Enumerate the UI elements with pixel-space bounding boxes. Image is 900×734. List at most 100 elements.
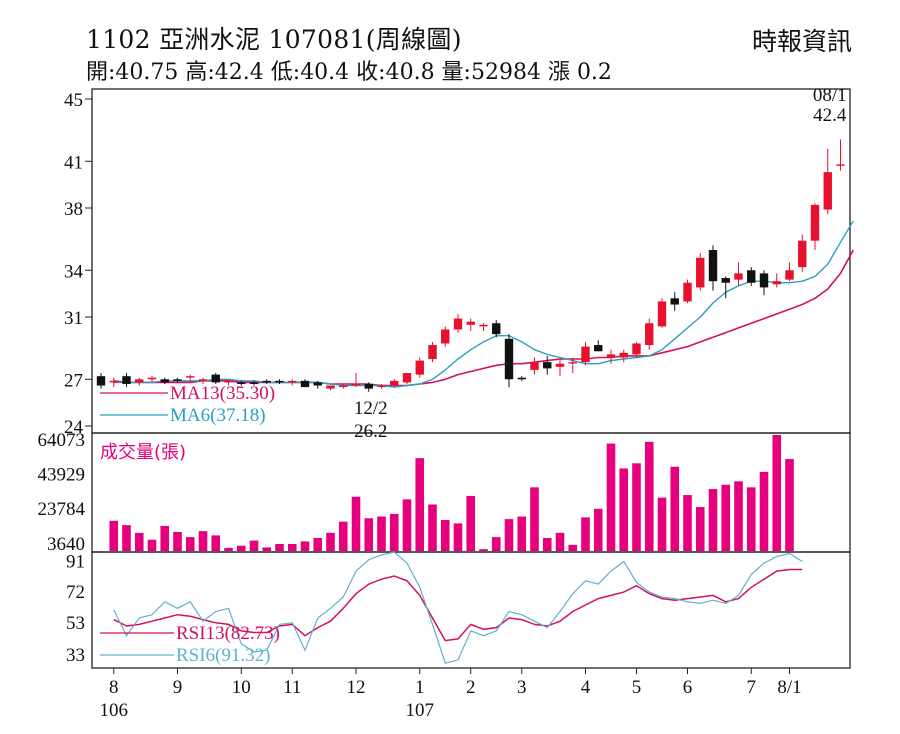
volume-bar [670, 466, 680, 551]
candle-body [415, 360, 424, 375]
candle-body [568, 362, 577, 364]
candle-body [453, 318, 463, 330]
low-value-label: 26.2 [354, 421, 387, 442]
volume-bar [555, 532, 565, 551]
volume-bar [746, 487, 756, 551]
candlestick [262, 379, 271, 384]
volume-bar [236, 545, 246, 551]
candlestick [377, 383, 386, 389]
x-tick-label: 4 [581, 677, 591, 698]
candlestick [543, 355, 552, 375]
x-tick-label: 6 [683, 677, 693, 698]
candle-body [326, 385, 335, 389]
rsi6-line [113, 551, 803, 664]
candle-body [224, 380, 233, 383]
candlestick [198, 377, 208, 384]
source-brand: 時報資訊 [751, 27, 852, 56]
volume-bar [734, 481, 743, 551]
candlestick [530, 357, 539, 375]
pane-frames [91, 88, 851, 669]
candlestick [632, 341, 641, 358]
candlestick [836, 139, 845, 171]
candle-body [390, 380, 399, 386]
volume-bar [173, 531, 182, 551]
candlestick [759, 270, 769, 296]
candlestick [453, 313, 463, 333]
x-tick-label: 5 [632, 677, 642, 698]
x-tick-label: 9 [173, 677, 183, 698]
x-tick-label: 11 [283, 677, 301, 698]
candlestick [441, 326, 450, 347]
candle-body [696, 257, 705, 288]
volume-bar [759, 471, 769, 551]
candlestick [211, 373, 220, 384]
volume-bar [581, 517, 590, 551]
price-tick-label: 24 [64, 417, 84, 438]
candlestick [555, 359, 565, 377]
volume-bar [530, 487, 539, 551]
ma13-line [113, 249, 855, 387]
volume-tick-label: 23784 [38, 499, 86, 520]
x-tick-label: 1 [415, 677, 425, 698]
candlestick [96, 373, 106, 389]
candle-body [581, 346, 590, 363]
volume-bar [185, 537, 195, 551]
volume-bar [453, 523, 463, 551]
candle-body [606, 354, 616, 358]
candle-body [109, 380, 118, 383]
year-label: 106 [100, 700, 129, 721]
candlestick [810, 203, 820, 251]
chart-title: 1102 亞洲水泥 107081(周線圖) [86, 25, 462, 54]
volume-bar [224, 547, 233, 551]
candle-body [759, 273, 769, 288]
candle-body [402, 373, 412, 383]
volume-bar [632, 463, 641, 551]
candle-body [135, 379, 144, 383]
candlestick [823, 148, 832, 215]
volume-bar [287, 543, 297, 551]
candle-body [428, 345, 437, 360]
candlestick [351, 373, 361, 388]
candle-body [313, 382, 322, 386]
price-tick-label: 45 [64, 90, 83, 111]
x-tick-label: 7 [747, 677, 757, 698]
price-tick-label: 41 [64, 152, 83, 173]
candlestick [339, 383, 348, 389]
volume-bar [389, 513, 399, 551]
candle-body [810, 204, 820, 241]
volume-bar [160, 525, 170, 551]
candlestick [517, 376, 526, 381]
volume-bar [198, 531, 208, 551]
candlestick [186, 374, 195, 381]
volume-bar [644, 441, 654, 551]
rsi13-line [113, 568, 803, 642]
price-tick-label: 27 [64, 370, 83, 391]
x-tick-label: 3 [517, 677, 527, 698]
volume-bar [440, 519, 450, 551]
candlestick [747, 267, 756, 286]
candlestick [428, 341, 437, 363]
volume-bar [695, 507, 705, 551]
candle-body [96, 376, 106, 386]
rsi-tick-label: 72 [66, 582, 85, 603]
candle-body [300, 380, 310, 388]
candlestick [721, 276, 730, 299]
price-legend-label: MA13(35.30) [170, 383, 275, 404]
candlestick [402, 373, 412, 384]
candlestick [313, 380, 322, 389]
volume-bar [593, 508, 603, 551]
candle-body [288, 380, 297, 383]
candlestick [568, 357, 577, 374]
candlestick [619, 349, 628, 363]
volume-pane-title: 成交量(張) [100, 442, 186, 463]
candle-body [211, 374, 220, 383]
candlestick [492, 320, 501, 338]
volume-bar [568, 544, 578, 551]
candle-body [823, 172, 832, 210]
candlestick [683, 279, 692, 303]
candlestick [606, 349, 616, 364]
candlestick [479, 323, 488, 332]
volume-bar [542, 537, 552, 551]
volume-bar [109, 520, 119, 551]
candlestick [224, 379, 233, 386]
